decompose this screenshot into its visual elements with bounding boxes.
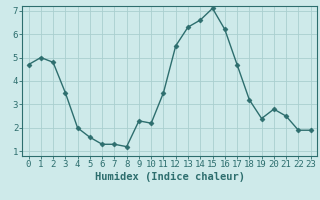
X-axis label: Humidex (Indice chaleur): Humidex (Indice chaleur) xyxy=(95,172,244,182)
